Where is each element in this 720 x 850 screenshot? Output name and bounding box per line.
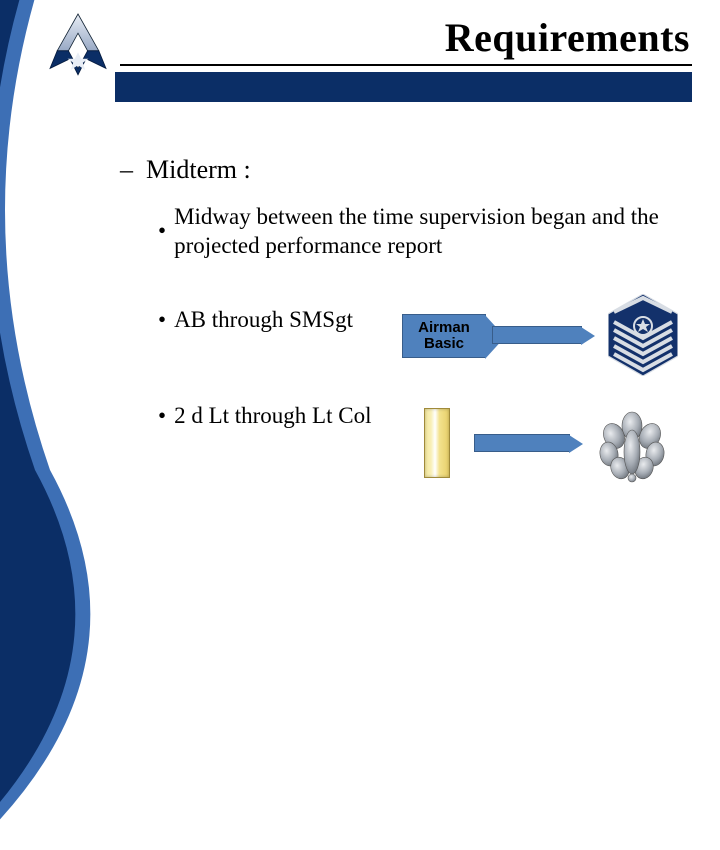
lt-col-oak-leaf-icon — [594, 408, 670, 484]
dash: – — [120, 155, 133, 184]
arrow-label-line1: Airman — [418, 320, 470, 337]
second-lieutenant-bar-icon — [424, 408, 450, 478]
title-underline — [120, 64, 692, 66]
bullet-dot-icon: • — [158, 217, 166, 246]
bullet-dot-icon: • — [158, 306, 166, 335]
header-band — [115, 72, 692, 102]
bullet-text-1: Midway between the time supervision bega… — [174, 203, 690, 261]
smsgt-chevron-icon — [608, 294, 678, 376]
range-arrow-enlisted — [492, 326, 582, 344]
arrow-label-line2: Basic — [418, 336, 470, 353]
page-title: Requirements — [445, 14, 690, 61]
bullet-text-2: AB through SMSgt — [174, 306, 353, 335]
bullet-item-1: • Midway between the time supervision be… — [158, 203, 690, 261]
bullet-dot-icon: • — [158, 402, 166, 431]
airman-basic-arrow: Airman Basic — [402, 314, 486, 358]
section-heading: – Midterm : — [120, 155, 690, 185]
range-arrow-officer — [474, 434, 570, 452]
af-wings-logo-icon — [38, 6, 118, 86]
heading-text: Midterm : — [146, 155, 251, 184]
bullet-text-3: 2 d Lt through Lt Col — [174, 402, 371, 431]
